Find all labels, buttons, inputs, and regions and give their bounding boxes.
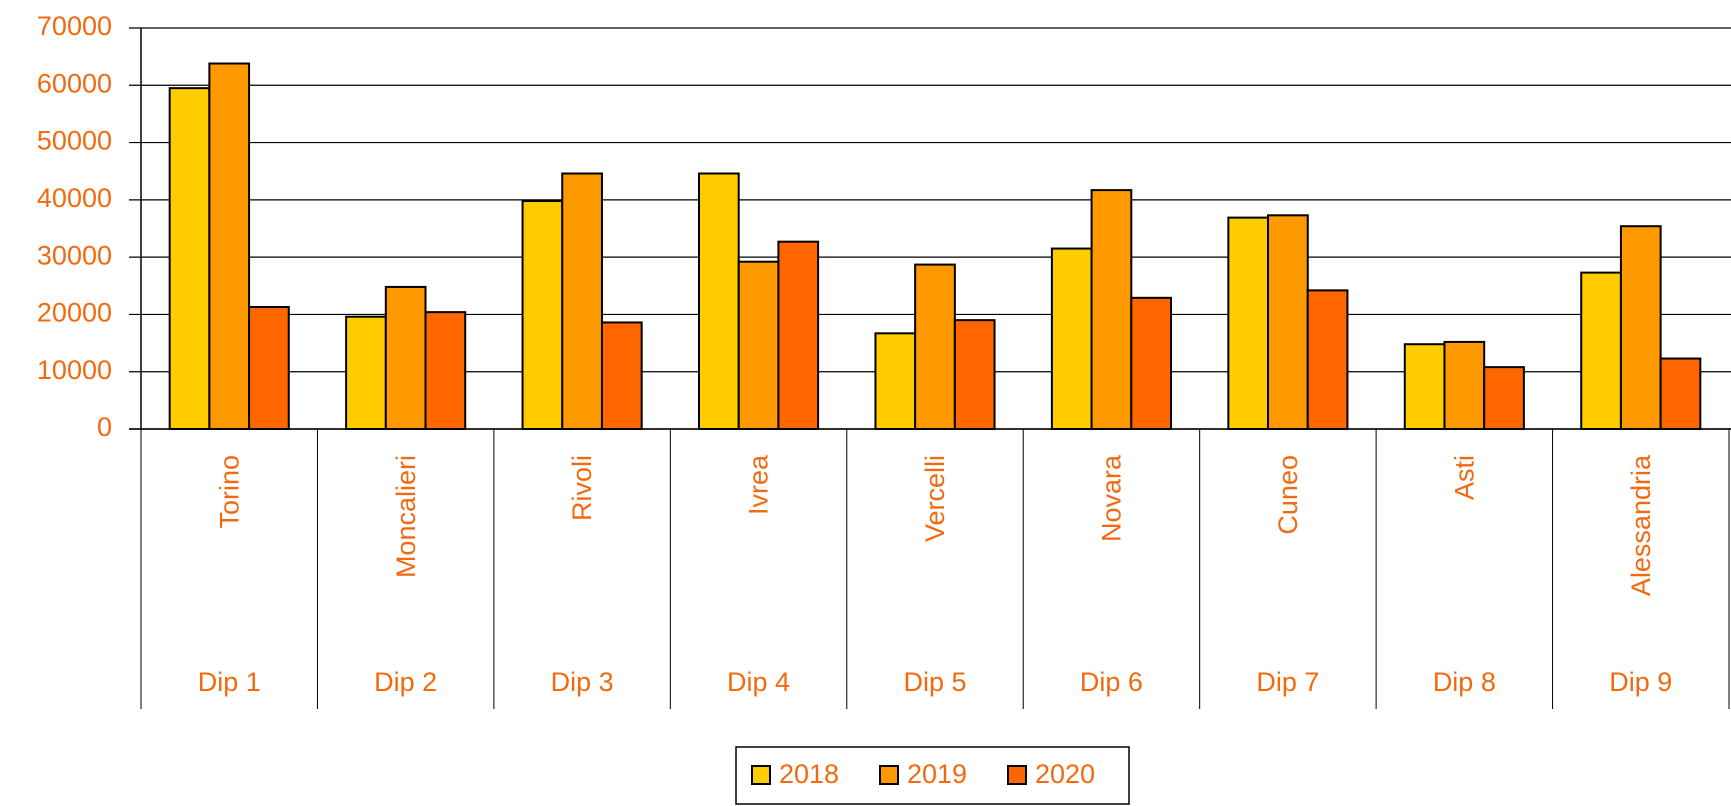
x-group-label: Dip 3: [551, 667, 614, 697]
x-tick-label: Asti: [1449, 455, 1479, 500]
bar: [1580, 271, 1622, 430]
bar: [777, 240, 820, 430]
bar: [1267, 214, 1309, 430]
bar: [914, 263, 956, 430]
bar: [1050, 247, 1093, 430]
legend-swatch: [751, 765, 771, 785]
bar: [345, 315, 387, 430]
bar: [600, 321, 643, 431]
x-group-label: Dip 1: [198, 667, 261, 697]
bar: [1659, 357, 1702, 430]
bar: [1619, 225, 1662, 430]
x-tick-label: Rivoli: [567, 455, 597, 521]
x-tick-label: Torino: [214, 455, 244, 529]
bar: [384, 285, 427, 430]
y-tick-label: 0: [97, 412, 112, 442]
bar: [1306, 289, 1349, 430]
bar: [1130, 296, 1172, 430]
y-tick-label: 20000: [37, 298, 112, 328]
bar: [208, 62, 251, 430]
bar: [521, 200, 564, 430]
x-group-label: Dip 6: [1080, 667, 1143, 697]
x-group-label: Dip 4: [727, 667, 790, 697]
legend-swatch: [1007, 765, 1027, 785]
x-group-label: Dip 5: [903, 667, 966, 697]
legend-label: 2020: [1035, 759, 1095, 789]
bar: [874, 332, 917, 430]
bar: [561, 172, 603, 430]
x-group-label: Dip 8: [1433, 667, 1496, 697]
x-tick-label: Novara: [1097, 454, 1127, 542]
bar: [248, 305, 290, 430]
x-tick-label: Vercelli: [920, 455, 950, 542]
x-group-label: Dip 7: [1256, 667, 1319, 697]
y-tick-label: 60000: [37, 68, 112, 98]
x-tick-label: Cuneo: [1273, 455, 1303, 535]
bar: [1443, 340, 1486, 431]
legend-label: 2019: [907, 759, 967, 789]
legend-box: [735, 746, 1130, 805]
bar: [1403, 343, 1446, 430]
x-tick-label: Alessandria: [1626, 454, 1656, 596]
bar: [953, 319, 996, 430]
bar: [1483, 366, 1525, 431]
x-group-label: Dip 9: [1609, 667, 1672, 697]
x-tick-label: Moncalieri: [391, 455, 421, 578]
y-tick-label: 40000: [37, 183, 112, 213]
y-tick-label: 50000: [37, 126, 112, 156]
x-tick-label: Ivrea: [744, 454, 774, 515]
bar: [1090, 189, 1133, 430]
bar: [737, 260, 780, 430]
y-tick-label: 70000: [37, 11, 112, 41]
bar: [424, 311, 467, 430]
legend-swatch: [879, 765, 899, 785]
bar: [1227, 216, 1270, 430]
legend-label: 2018: [779, 759, 839, 789]
legend: 2018 2019 2020: [735, 746, 1130, 805]
bar: [168, 87, 211, 431]
y-tick-label: 10000: [37, 355, 112, 385]
x-group-label: Dip 2: [374, 667, 437, 697]
y-tick-label: 30000: [37, 240, 112, 270]
bar: [698, 172, 740, 430]
